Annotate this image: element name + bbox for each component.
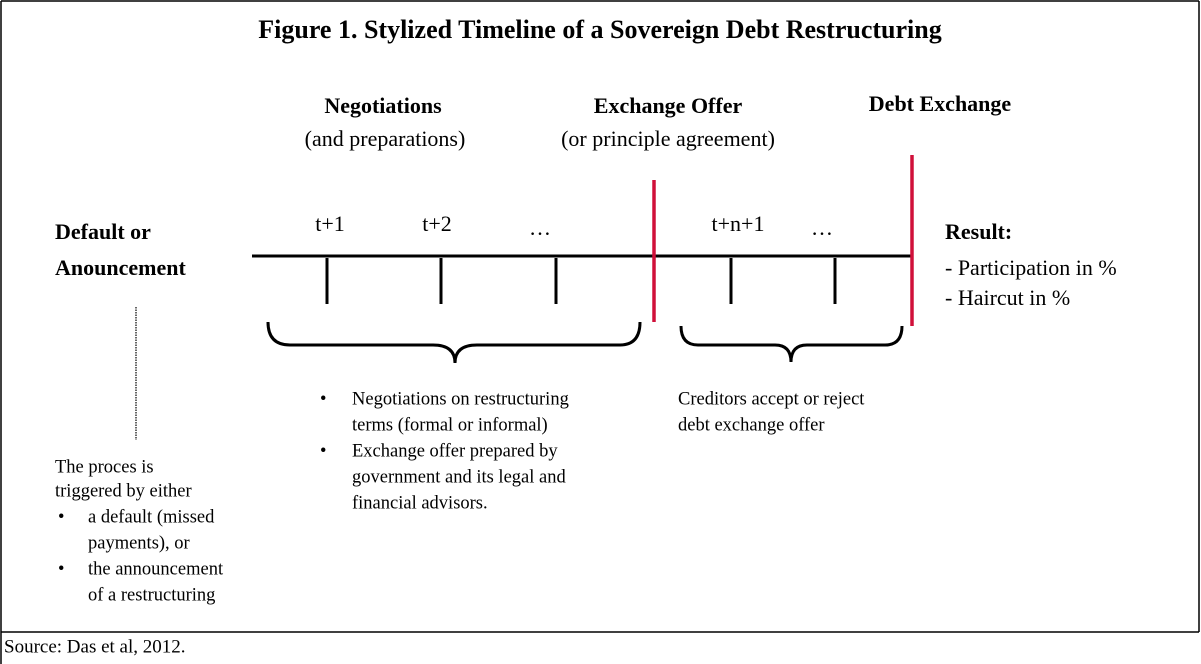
note-text: of a restructuring [88, 585, 215, 605]
note-text: government and its legal and [352, 467, 566, 487]
bullet: • [320, 389, 326, 409]
note-text: Creditors accept or reject [678, 389, 865, 409]
note-text: terms (formal or informal) [352, 415, 548, 435]
braces [266, 321, 904, 364]
tick-label: … [811, 215, 833, 240]
phase-title: Debt Exchange [869, 91, 1012, 116]
result-item: - Participation in % [945, 255, 1117, 280]
source: Source: Das et al, 2012. [4, 636, 186, 657]
note-text: a default (missed [88, 507, 215, 527]
title: Figure 1. Stylized Timeline of a Soverei… [258, 15, 941, 44]
note-text: payments), or [88, 533, 190, 553]
start-label: Default or [55, 219, 151, 244]
tick-label: t+1 [315, 211, 345, 236]
tick-label: … [529, 215, 551, 240]
tick-label: t+2 [422, 211, 452, 236]
bullet: • [58, 507, 64, 527]
note-text: The proces is [55, 457, 154, 477]
tick-label: t+n+1 [712, 211, 765, 236]
bullet: • [320, 441, 326, 461]
milestones [652, 155, 914, 326]
note-text: Exchange offer prepared by [352, 441, 558, 461]
result-item: - Haircut in % [945, 285, 1070, 310]
timeline [252, 254, 912, 304]
result-title: Result: [945, 219, 1012, 244]
note-text: the announcement [88, 559, 224, 579]
start-label: Anouncement [55, 255, 186, 280]
note-text: debt exchange offer [678, 415, 825, 435]
note-text: Negotiations on restructuring [352, 389, 569, 409]
phase-title: Negotiations [324, 93, 442, 118]
phase-title: Exchange Offer [594, 93, 743, 118]
phase-subtitle: (or principle agreement) [561, 126, 775, 151]
note-text: financial advisors. [352, 493, 488, 513]
phase-subtitle: (and preparations) [305, 126, 466, 151]
note-text: triggered by either [55, 481, 192, 501]
bullet: • [58, 559, 64, 579]
